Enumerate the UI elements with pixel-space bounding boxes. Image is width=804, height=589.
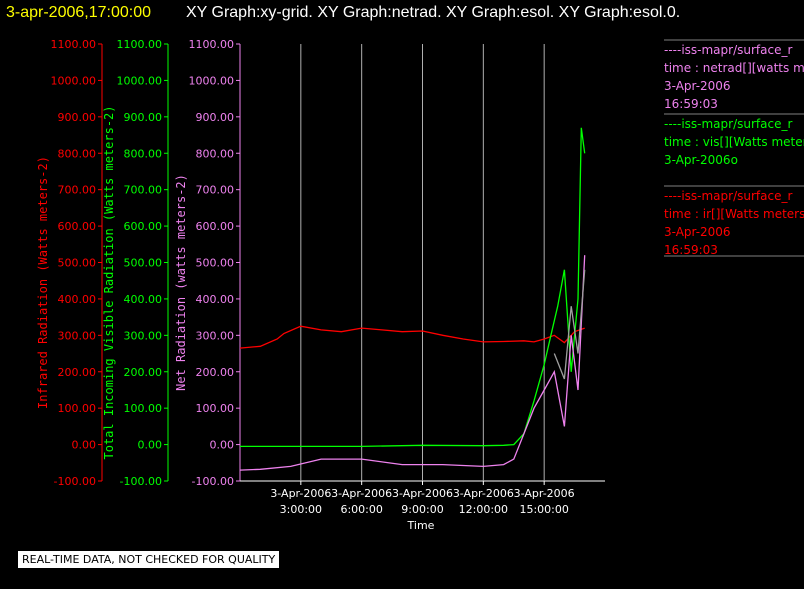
y-axis-label-vis: Total Incoming Visible Radiation (Watts …	[102, 105, 116, 459]
y-tick-label-vis: 0.00	[138, 439, 163, 452]
x-tick-time: 3:00:00	[280, 503, 322, 516]
legend-entry-3-line3: 3-Apr-2006	[664, 225, 731, 239]
legend-entry-2-line2: time : vis[][Watts meters	[664, 135, 804, 149]
header-titles: XY Graph:xy-grid. XY Graph:netrad. XY Gr…	[186, 4, 680, 21]
y-tick-label-net: 1100.00	[189, 38, 235, 51]
y-tick-label-vis: 400.00	[124, 293, 163, 306]
x-tick-date: 3-Apr-2006	[514, 487, 575, 500]
header: 3-apr-2006,17:00:00 XY Graph:xy-grid. XY…	[6, 4, 680, 21]
x-tick-time: 15:00:00	[519, 503, 568, 516]
y-tick-label-net: 400.00	[196, 293, 235, 306]
series-line-net-3	[553, 269, 586, 380]
x-tick-date: 3-Apr-2006	[331, 487, 392, 500]
y-tick-label-ir: 300.00	[58, 329, 97, 342]
y-tick-label-vis: 200.00	[124, 366, 163, 379]
y-tick-label-vis: 700.00	[124, 184, 163, 197]
y-tick-label-ir: 1100.00	[51, 38, 97, 51]
legend-entry-3-line2: time : ir[][Watts meters	[664, 207, 804, 221]
series-line-ir-0	[239, 325, 585, 349]
y-tick-label-net: 300.00	[196, 329, 235, 342]
y-tick-label-net: 100.00	[196, 402, 235, 415]
y-tick-label-vis: 900.00	[124, 111, 163, 124]
legend-entry-3-line1: ----iss-mapr/surface_r	[664, 189, 792, 203]
legend-entry-1-line2: time : netrad[][watts mete	[664, 61, 804, 75]
y-tick-label-ir: 200.00	[58, 366, 97, 379]
grid-layer	[300, 44, 545, 481]
y-tick-label-net: 800.00	[196, 147, 235, 160]
y-tick-label-ir: 0.00	[72, 439, 97, 452]
y-tick-label-ir: 1000.00	[51, 74, 97, 87]
legend-entry-3-line4: 16:59:03	[664, 243, 718, 257]
y-tick-label-ir: 900.00	[58, 111, 97, 124]
series-line-vis-1	[240, 127, 586, 448]
y-tick-label-net: -100.00	[192, 475, 234, 488]
legend-entry-1-line1: ----iss-mapr/surface_r	[664, 43, 792, 57]
series-layer	[239, 127, 586, 471]
x-tick-time: 6:00:00	[340, 503, 382, 516]
legend-entry-1-line4: 16:59:03	[664, 97, 718, 111]
y-axis-label-ir: Infrared Radiation (Watts meters-2)	[36, 156, 50, 409]
y-tick-label-vis: 600.00	[124, 220, 163, 233]
y-tick-label-net: 200.00	[196, 366, 235, 379]
x-tick-date: 3-Apr-2006	[392, 487, 453, 500]
legend-entry-2-line1: ----iss-mapr/surface_r	[664, 117, 792, 131]
x-tick-time: 9:00:00	[401, 503, 443, 516]
legend-entry-1-line3: 3-Apr-2006	[664, 79, 731, 93]
y-tick-label-ir: 100.00	[58, 402, 97, 415]
quality-notice: REAL-TIME DATA, NOT CHECKED FOR QUALITY	[18, 551, 280, 568]
y-tick-label-ir: 700.00	[58, 184, 97, 197]
legend-entry-2-line3: 3-Apr-2006o	[664, 153, 738, 167]
axes-layer: 1100.00 1000.00 900.00 800.00 700.00 600.00 50…	[36, 38, 605, 532]
y-tick-label-vis: 100.00	[124, 402, 163, 415]
header-timestamp: 3-apr-2006,17:00:00	[6, 4, 151, 21]
x-tick-date: 3-Apr-2006	[453, 487, 514, 500]
x-tick-date: 3-Apr-2006	[270, 487, 331, 500]
y-axis-label-net: Net Radiation (watts meters-2)	[174, 174, 188, 391]
series-line-net-2	[239, 255, 586, 471]
y-tick-label-ir: 400.00	[58, 293, 97, 306]
y-tick-label-net: 600.00	[196, 220, 235, 233]
y-tick-label-vis: 300.00	[124, 329, 163, 342]
y-tick-label-net: 500.00	[196, 257, 235, 270]
y-tick-label-vis: -100.00	[120, 475, 162, 488]
y-tick-label-vis: 1000.00	[117, 74, 163, 87]
y-tick-label-net: 0.00	[210, 439, 235, 452]
y-tick-label-ir: 600.00	[58, 220, 97, 233]
y-tick-label-ir: -100.00	[54, 475, 96, 488]
y-tick-label-vis: 500.00	[124, 257, 163, 270]
y-tick-label-vis: 800.00	[124, 147, 163, 160]
y-tick-label-ir: 800.00	[58, 147, 97, 160]
y-tick-label-net: 900.00	[196, 111, 235, 124]
y-tick-label-net: 700.00	[196, 184, 235, 197]
y-tick-label-ir: 500.00	[58, 257, 97, 270]
y-tick-label-vis: 1100.00	[117, 38, 163, 51]
x-axis-label: Time	[407, 519, 435, 532]
x-tick-time: 12:00:00	[459, 503, 508, 516]
y-tick-label-net: 1000.00	[189, 74, 235, 87]
